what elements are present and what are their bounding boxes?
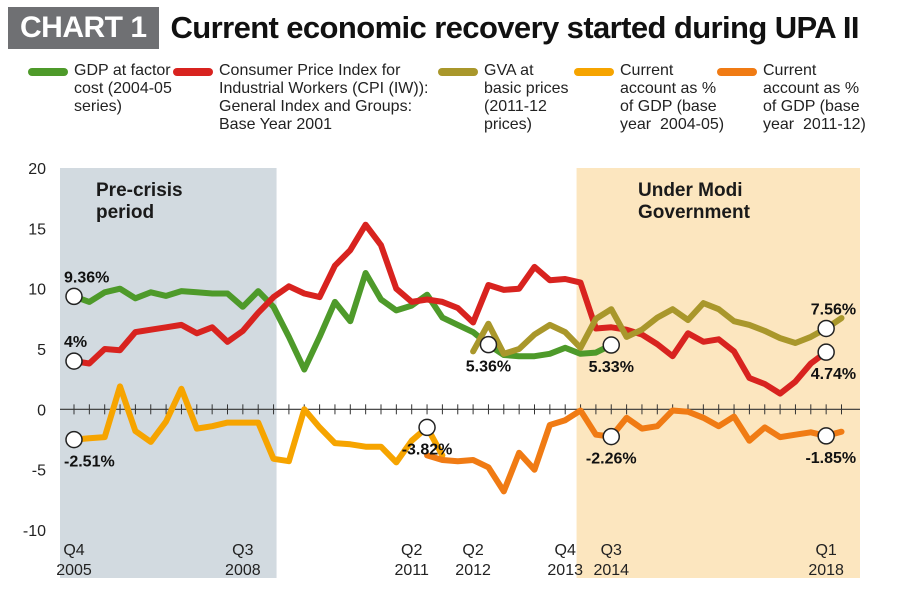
y-tick-label-10: 10 xyxy=(28,282,46,299)
region-label-1-line-0: Under Modi xyxy=(638,180,743,201)
data-label-1: 4% xyxy=(64,334,87,351)
data-point-marker-4 xyxy=(418,418,436,437)
legend-label-ca-2011: Current account as % of GDP (base year 2… xyxy=(763,62,866,133)
x-tick-label-26-0: Q2 xyxy=(462,542,483,559)
legend-swatch-gva xyxy=(438,68,478,76)
data-label-0: 9.36% xyxy=(64,269,109,286)
series-line-3 xyxy=(71,383,446,466)
x-tick-label-0-1: 2005 xyxy=(56,562,92,579)
y-tick-label-20: 20 xyxy=(28,161,46,178)
data-label-2: -2.51% xyxy=(64,454,115,471)
data-point-marker-5 xyxy=(602,336,620,354)
data-point-marker-3 xyxy=(479,335,498,354)
x-tick-label-35-0: Q3 xyxy=(601,542,622,559)
data-point-marker-7 xyxy=(817,319,835,338)
shaded-region-pre-crisis xyxy=(60,168,277,578)
data-label-5: 5.33% xyxy=(589,359,634,376)
y-tick-label--10: -10 xyxy=(23,523,46,540)
x-tick-label-22-1: 2011 xyxy=(394,562,429,579)
shaded-region-modi-government xyxy=(576,168,860,578)
x-tick-label-32-0: Q4 xyxy=(555,542,576,559)
region-label-0-line-0: Pre-crisis xyxy=(96,180,183,201)
legend-swatch-ca-2011 xyxy=(717,68,757,76)
series-line-0 xyxy=(71,270,615,373)
x-tick-label-26-1: 2012 xyxy=(455,562,491,579)
x-tick-label-11-1: 2008 xyxy=(225,562,261,579)
chart-title: Current economic recovery started during… xyxy=(170,10,860,45)
region-label-1-line-1: Government xyxy=(638,202,751,223)
region-label-0-line-1: period xyxy=(96,202,154,223)
data-point-marker-9 xyxy=(817,427,835,445)
legend-swatch-cpi xyxy=(173,68,213,76)
y-tick-label-0: 0 xyxy=(37,402,46,419)
data-point-marker-2 xyxy=(65,430,83,449)
y-tick-label--5: -5 xyxy=(32,463,46,480)
series-line-2 xyxy=(470,300,845,357)
x-tick-label-49-1: 2018 xyxy=(808,562,844,579)
x-tick-label-0-0: Q4 xyxy=(63,542,84,559)
chart-badge: CHART 1 xyxy=(8,7,159,49)
data-point-marker-6 xyxy=(602,427,620,446)
series-line-1 xyxy=(71,221,830,397)
data-label-4: -3.82% xyxy=(402,441,453,458)
y-tick-label-15: 15 xyxy=(28,221,46,238)
legend-label-ca-2004: Current account as % of GDP (base year 2… xyxy=(620,62,725,133)
data-point-marker-1 xyxy=(65,352,83,370)
series-line-4 xyxy=(424,407,845,495)
data-label-9: -1.85% xyxy=(805,450,856,467)
x-tick-label-32-1: 2013 xyxy=(547,562,583,579)
data-label-6: -2.26% xyxy=(586,451,637,468)
x-tick-label-35-1: 2014 xyxy=(593,562,629,579)
legend-label-gva: GVA at basic prices (2011-12 prices) xyxy=(484,62,569,133)
legend: GDP at factor cost (2004-05 series) Cons… xyxy=(0,62,900,162)
data-label-3: 5.36% xyxy=(466,359,511,376)
x-tick-label-11-0: Q3 xyxy=(232,542,253,559)
legend-swatch-ca-2004 xyxy=(574,68,614,76)
data-point-marker-0 xyxy=(65,287,83,306)
data-label-8: 4.74% xyxy=(811,366,856,383)
legend-label-cpi: Consumer Price Index for Industrial Work… xyxy=(219,62,429,133)
data-label-7: 7.56% xyxy=(811,301,856,318)
x-tick-label-22-0: Q2 xyxy=(401,542,422,559)
legend-label-gdp: GDP at factor cost (2004-05 series) xyxy=(74,62,172,115)
x-tick-label-49-0: Q1 xyxy=(815,542,836,559)
y-tick-label-5: 5 xyxy=(37,342,46,359)
legend-swatch-gdp xyxy=(28,68,68,76)
title-row: CHART 1 Current economic recovery starte… xyxy=(8,6,860,50)
data-point-marker-8 xyxy=(817,343,835,361)
